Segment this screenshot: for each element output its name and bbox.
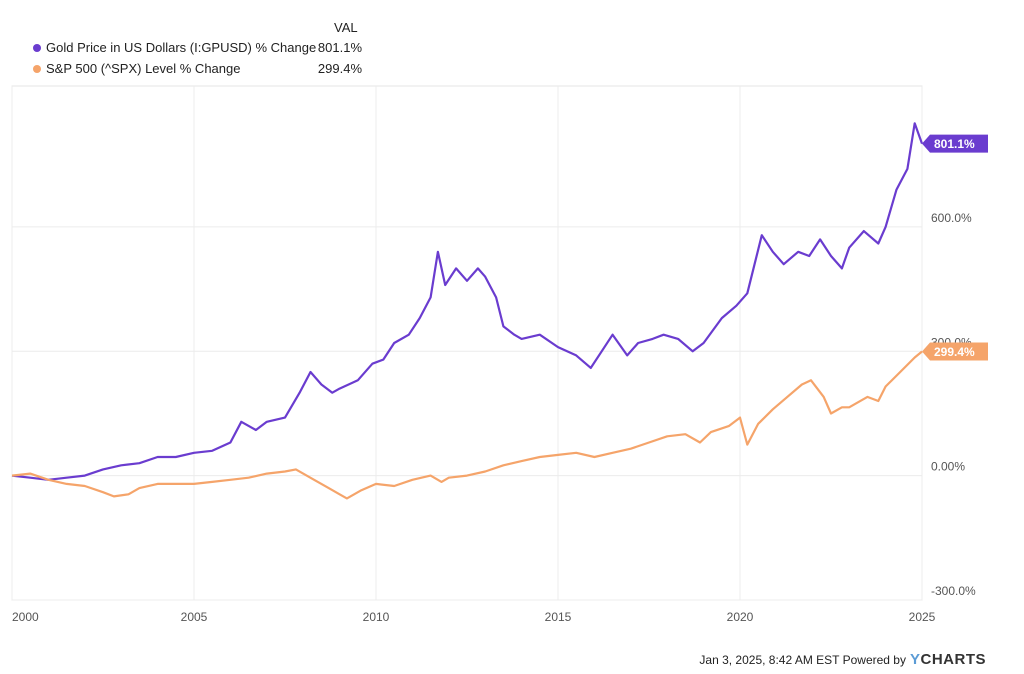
legend-value-gold: 801.1% [317, 40, 362, 55]
legend-header: VAL [334, 20, 358, 35]
x-tick-label: 2010 [363, 610, 390, 624]
series-line-1 [11, 350, 923, 500]
series-lines [11, 122, 924, 500]
plot-frame [11, 85, 923, 601]
x-tick-label: 2000 [12, 610, 39, 624]
legend-value-spx: 299.4% [317, 61, 362, 76]
legend-dot-spx [33, 65, 41, 73]
legend-label-gold[interactable]: Gold Price in US Dollars (I:GPUSD) % Cha… [46, 40, 317, 55]
footer: Jan 3, 2025, 8:42 AM EST Powered by YCHA… [699, 651, 986, 668]
x-tick-label: 2020 [727, 610, 754, 624]
end-labels: 801.1% 299.4% [922, 134, 988, 361]
x-tick-label: 2015 [545, 610, 572, 624]
end-label-0: 801.1% [922, 134, 988, 153]
ycharts-logo[interactable]: YCHARTS [909, 651, 986, 668]
y-tick-label: 0.00% [931, 460, 965, 474]
end-label-text: 299.4% [934, 345, 975, 359]
end-label-text: 801.1% [934, 137, 975, 151]
legend-label-spx[interactable]: S&P 500 (^SPX) Level % Change [46, 61, 241, 76]
footer-timestamp: Jan 3, 2025, 8:42 AM EST Powered by [699, 652, 906, 667]
x-tick-label: 2025 [909, 610, 936, 624]
y-tick-label: 600.0% [931, 211, 972, 225]
y-tick-label: -300.0% [931, 584, 976, 598]
x-axis-ticks: 2000 2005 2010 2015 2020 2025 [12, 610, 936, 624]
y-axis-ticks: -300.0%0.00%300.0%600.0% [931, 211, 976, 598]
series-line-0 [11, 122, 924, 481]
grid-lines [11, 85, 923, 601]
legend-dot-gold [33, 44, 41, 52]
x-tick-label: 2005 [181, 610, 208, 624]
end-label-1: 299.4% [922, 342, 988, 361]
